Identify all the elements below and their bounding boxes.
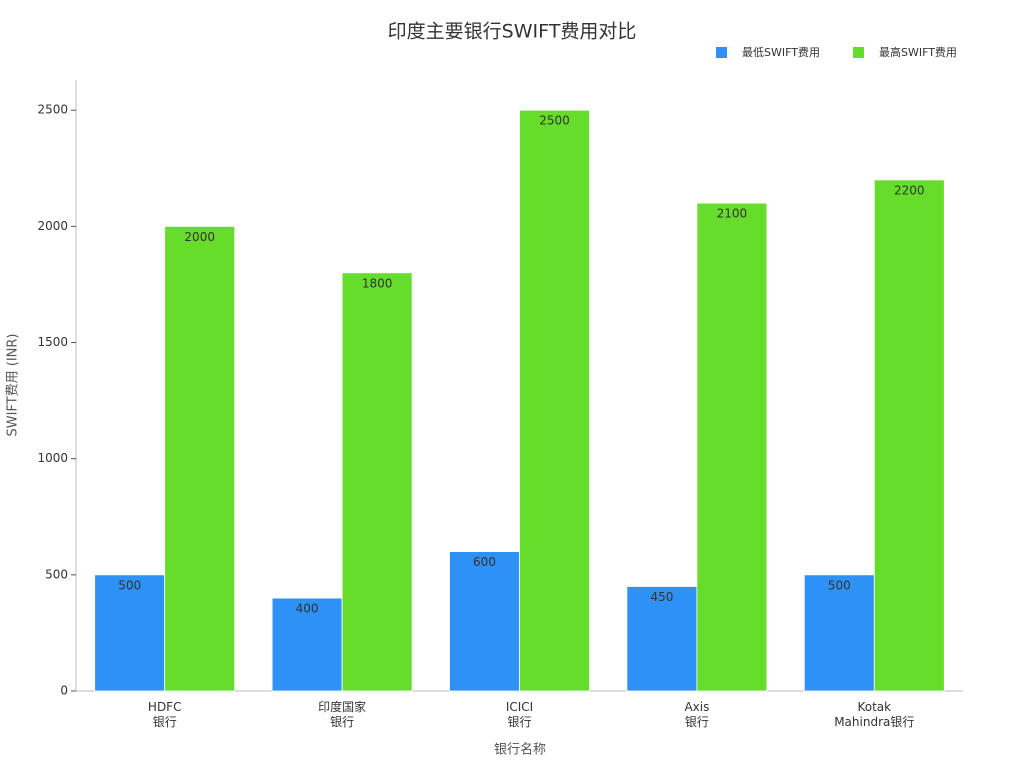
value-label: 500 bbox=[118, 578, 141, 592]
value-label: 2100 bbox=[717, 207, 748, 221]
value-label: 1800 bbox=[362, 276, 393, 290]
bar bbox=[873, 179, 945, 692]
x-tick-label: Kotak Mahindra银行 bbox=[834, 700, 914, 729]
y-tick-label: 2000 bbox=[37, 219, 68, 233]
bar bbox=[449, 551, 520, 692]
bar bbox=[271, 597, 343, 692]
y-tick-label: 500 bbox=[45, 567, 68, 581]
legend-label: 最低SWIFT费用 bbox=[742, 46, 820, 59]
x-tick-label: ICICI 银行 bbox=[506, 700, 533, 729]
value-label: 500 bbox=[828, 578, 851, 592]
bar bbox=[519, 109, 590, 692]
value-label: 2200 bbox=[894, 183, 925, 197]
chart-title: 印度主要银行SWIFT费用对比 bbox=[388, 21, 637, 43]
y-tick-label: 2500 bbox=[37, 103, 68, 117]
bar bbox=[626, 586, 698, 692]
legend-label: 最高SWIFT费用 bbox=[879, 45, 957, 59]
bar bbox=[164, 225, 236, 692]
bar bbox=[696, 202, 768, 692]
x-tick-label: HDFC 银行 bbox=[148, 700, 182, 729]
bar bbox=[94, 574, 166, 692]
legend-swatch bbox=[716, 47, 727, 58]
bar bbox=[341, 272, 413, 692]
value-label: 450 bbox=[650, 590, 673, 604]
y-tick-label: 1500 bbox=[37, 335, 68, 349]
value-label: 2500 bbox=[539, 114, 570, 128]
legend-swatch bbox=[852, 47, 864, 58]
value-label: 600 bbox=[473, 555, 496, 569]
y-tick-label: 0 bbox=[60, 684, 68, 698]
x-tick-label: Axis 银行 bbox=[684, 700, 709, 729]
x-axis-label: 银行名称 bbox=[494, 742, 546, 758]
value-label: 2000 bbox=[184, 230, 215, 244]
y-tick-label: 1000 bbox=[37, 451, 68, 465]
value-label: 400 bbox=[296, 602, 319, 616]
y-axis-label: SWIFT费用 (INR) bbox=[6, 334, 21, 437]
x-tick-label: 印度国家银行 bbox=[318, 699, 366, 729]
